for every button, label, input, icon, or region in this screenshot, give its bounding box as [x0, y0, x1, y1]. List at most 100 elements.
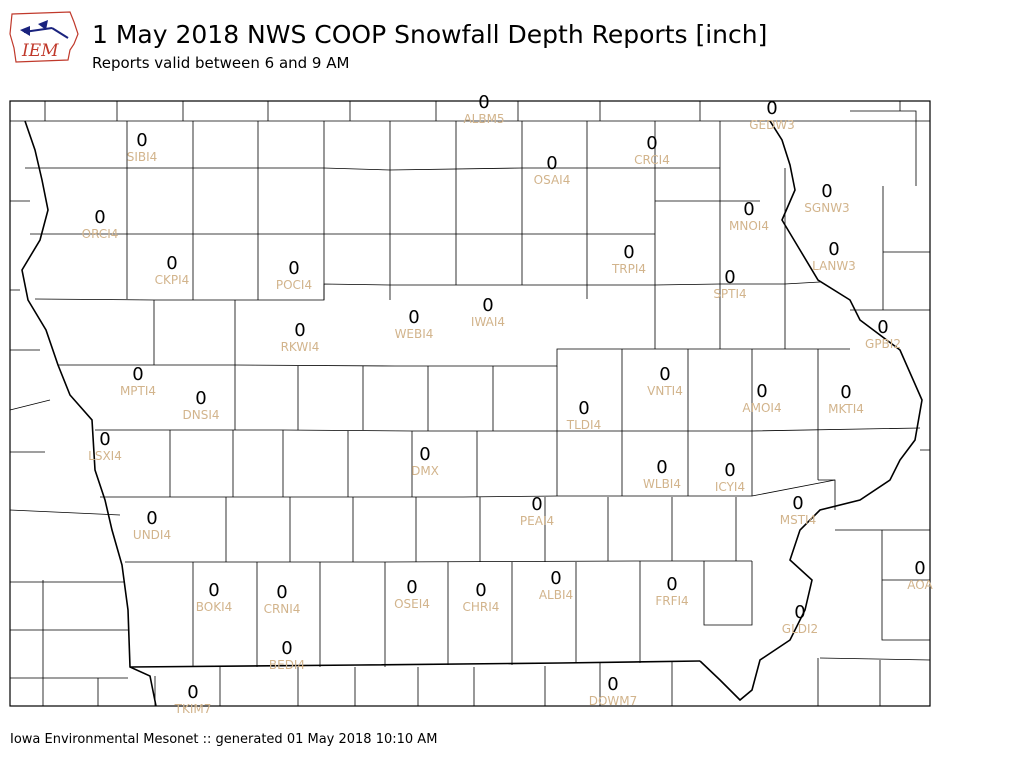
station-value: 0 [482, 295, 493, 316]
station-value: 0 [531, 494, 542, 515]
station-value: 0 [550, 568, 561, 589]
map-subtitle: Reports valid between 6 and 9 AM [92, 54, 350, 72]
station-id-label: POCI4 [276, 278, 312, 292]
county-row-5 [95, 427, 921, 432]
station-id-label: RKWI4 [281, 340, 320, 354]
station-id-label: GLDI2 [782, 622, 818, 636]
station-id-label: ALBI4 [539, 588, 573, 602]
station-id-label: LSXI4 [88, 449, 122, 463]
station-value: 0 [478, 92, 489, 113]
station-value: 0 [623, 242, 634, 263]
station-value: 0 [132, 364, 143, 385]
station-value: 0 [821, 181, 832, 202]
station-id-label: OSAI4 [534, 173, 571, 187]
station-id-label: GEDW3 [749, 118, 795, 132]
station-value: 0 [828, 239, 839, 260]
station-value: 0 [792, 493, 803, 514]
logo-wind-line [23, 27, 53, 33]
station-id-label: DNSI4 [182, 408, 219, 422]
station-value: 0 [743, 199, 754, 220]
logo-text: IEM [21, 41, 59, 61]
county-row-3 [34, 281, 821, 301]
station-id-label: SGNW3 [804, 201, 849, 215]
station-value: 0 [914, 558, 925, 579]
station-id-label: CRCI4 [634, 153, 670, 167]
county-cols-north [126, 121, 786, 349]
iowa-outline-shape [9, 11, 79, 63]
station-value: 0 [607, 674, 618, 695]
station-value: 0 [406, 577, 417, 598]
station-value: 0 [94, 207, 105, 228]
station-value: 0 [99, 429, 110, 450]
station-id-label: WEBI4 [395, 327, 434, 341]
station-value: 0 [666, 574, 677, 595]
station-id-label: DOWM7 [589, 694, 638, 708]
county-row-7 [125, 560, 752, 563]
station-value: 0 [136, 130, 147, 151]
station-id-label: SIBI4 [127, 150, 158, 164]
east-neighbor-lines [817, 110, 931, 706]
station-value: 0 [288, 258, 299, 279]
station-id-label: FRFI4 [655, 594, 688, 608]
west-neighbor-lines [9, 200, 128, 706]
mississippi-river [699, 120, 923, 702]
station-id-label: VNTI4 [647, 384, 683, 398]
station-id-label: TLDI4 [566, 418, 601, 432]
station-value: 0 [195, 388, 206, 409]
station-value: 0 [877, 317, 888, 338]
station-value: 0 [724, 267, 735, 288]
station-id-label: CKPI4 [155, 273, 190, 287]
station-value: 0 [840, 382, 851, 403]
station-id-label: ALBM5 [463, 112, 504, 126]
station-value: 0 [166, 253, 177, 274]
county-cols-south [169, 430, 737, 562]
station-id-label: AOA [907, 578, 933, 592]
station-value: 0 [724, 460, 735, 481]
station-value: 0 [419, 444, 430, 465]
iem-logo-graphic: IEM [9, 11, 79, 63]
iowa-mo-border [129, 660, 701, 668]
station-id-label: ORCI4 [82, 227, 119, 241]
county-row-1 [25, 167, 720, 171]
station-id-label: MNOI4 [729, 219, 769, 233]
station-value: 0 [475, 580, 486, 601]
station-value: 0 [756, 381, 767, 402]
station-value: 0 [578, 398, 589, 419]
map-frame [9, 100, 931, 707]
station-id-label: TKIM7 [174, 702, 212, 716]
station-id-label: IWAI4 [471, 315, 505, 329]
station-id-label: ICYI4 [715, 480, 745, 494]
station-id-label: CRNI4 [264, 602, 301, 616]
station-id-label: SPTI4 [713, 287, 746, 301]
station-id-label: MKTI4 [828, 402, 864, 416]
